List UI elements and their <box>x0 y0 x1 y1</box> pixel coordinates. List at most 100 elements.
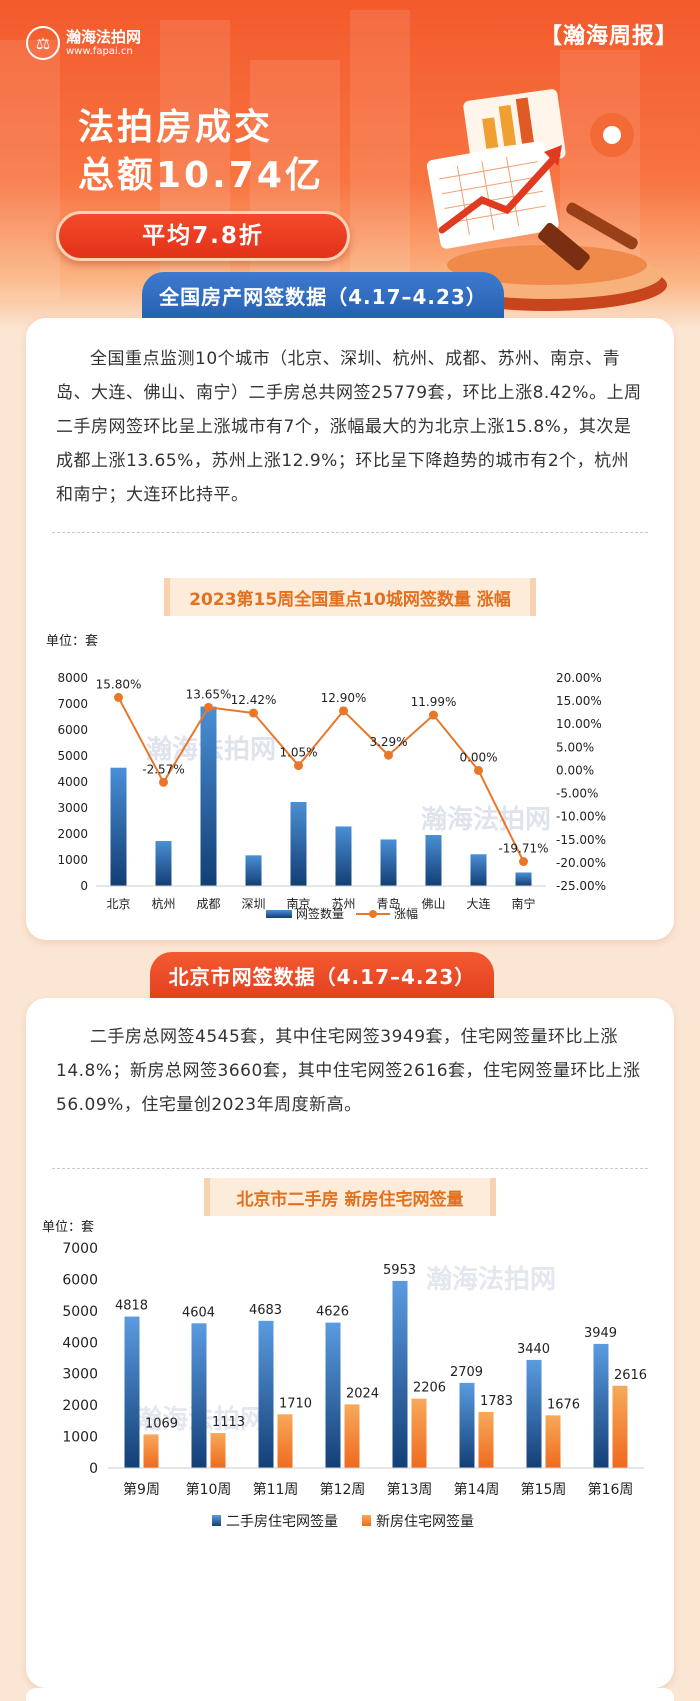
y-tick-label: 2000 <box>57 827 88 841</box>
bar-resale <box>191 1323 207 1468</box>
data-label: 15.80% <box>96 677 142 691</box>
line-point <box>114 692 123 702</box>
national-summary-text: 全国重点监测10个城市（北京、深圳、杭州、成都、苏州、南京、青岛、大连、佛山、南… <box>56 349 642 505</box>
y2-tick-label: 15.00% <box>556 694 602 708</box>
watermark-text: 瀚海法拍网 <box>426 1264 556 1295</box>
y-tick-label: 5000 <box>57 749 88 763</box>
data-label: 4818 <box>115 1299 148 1314</box>
data-label: 4683 <box>249 1303 282 1318</box>
y-tick-label: 5000 <box>62 1304 98 1320</box>
beijing-section-tab[interactable]: 北京市网签数据（4.17–4.23） <box>150 952 494 998</box>
national-chart-unit: 单位：套 <box>46 634 99 649</box>
y2-tick-label: 5.00% <box>556 740 594 754</box>
bar <box>200 706 217 886</box>
data-label: 1783 <box>480 1394 513 1409</box>
bar-new <box>545 1415 561 1468</box>
bar-new <box>411 1398 427 1468</box>
data-label: 3440 <box>517 1342 550 1357</box>
x-tick-label: 第16周 <box>588 1481 634 1498</box>
y-tick-label: 2000 <box>62 1398 98 1414</box>
bar-resale <box>526 1359 542 1468</box>
line-point <box>474 765 483 775</box>
y-tick-label: 1000 <box>57 853 88 867</box>
data-label: 1069 <box>145 1416 178 1431</box>
legend-marker <box>369 910 377 918</box>
bar-resale <box>593 1343 609 1468</box>
data-label: -19.71% <box>498 842 548 856</box>
y-tick-label: 3000 <box>62 1367 98 1383</box>
hero-title-line1: 法拍房成交 <box>78 107 274 148</box>
line-point <box>384 750 393 760</box>
bar-resale <box>258 1320 274 1468</box>
x-tick-label: 第12周 <box>320 1481 366 1498</box>
y-tick-label: 6000 <box>57 723 88 737</box>
hero-title: 法拍房成交 总额10.74亿 <box>78 104 324 200</box>
card-edge <box>26 1688 674 1701</box>
data-label: 1.05% <box>279 746 317 760</box>
auction-chart-illustration <box>426 89 667 311</box>
hero-banner: ⚖ 瀚海法拍网 www.fapai.cn 【瀚海周报】 法拍房成交 总额10.7… <box>0 0 700 330</box>
line-point <box>249 708 258 718</box>
bar-new <box>612 1385 628 1468</box>
beijing-grouped-bar-chart: 瀚海法拍网 瀚海法拍网 0100020003000400050006000700… <box>62 1241 647 1530</box>
watermark-text: 瀚海法拍网 <box>421 804 551 835</box>
legend-swatch <box>212 1515 221 1526</box>
beijing-summary-text: 二手房总网签4545套，其中住宅网签3949套，住宅网签量环比上涨14.8%；新… <box>56 1027 641 1115</box>
beijing-data-card: 二手房总网签4545套，其中住宅网签3949套，住宅网签量环比上涨14.8%；新… <box>26 998 674 1688</box>
line-point <box>159 777 168 787</box>
bar <box>245 855 262 886</box>
line-point <box>204 702 213 712</box>
legend-swatch <box>362 1515 371 1526</box>
legend-label: 涨幅 <box>394 906 418 921</box>
gavel-icon: ⚖ <box>26 26 60 60</box>
y-tick-label: 8000 <box>57 671 88 685</box>
data-label: 2709 <box>450 1365 483 1380</box>
y-tick-label: 4000 <box>62 1335 98 1351</box>
line-point <box>429 710 438 720</box>
data-label: 13.65% <box>186 687 232 701</box>
legend-label: 网签数量 <box>296 906 344 921</box>
y-tick-label: 0 <box>80 879 88 893</box>
bar-new <box>277 1414 293 1468</box>
bar <box>425 835 442 886</box>
x-tick-label: 成都 <box>196 897 220 911</box>
report-tag: 【瀚海周报】 <box>539 24 678 49</box>
y2-tick-label: -25.00% <box>556 879 606 893</box>
x-tick-label: 佛山 <box>421 897 445 911</box>
x-tick-label: 苏州 <box>331 897 355 911</box>
bar-new <box>210 1433 226 1468</box>
data-label: 2024 <box>346 1386 379 1401</box>
series-line <box>117 696 525 862</box>
bar-new <box>344 1404 360 1468</box>
data-label: -2.57% <box>142 762 184 776</box>
x-tick-label: 大连 <box>466 896 490 911</box>
brand-url: www.fapai.cn <box>66 45 133 57</box>
brand-logo[interactable]: ⚖ 瀚海法拍网 www.fapai.cn <box>26 26 141 60</box>
line-point <box>519 857 528 867</box>
data-label: 1676 <box>547 1397 580 1412</box>
national-data-card: 全国重点监测10个城市（北京、深圳、杭州、成都、苏州、南京、青岛、大连、佛山、南… <box>26 318 674 940</box>
hero-title-line2: 总额10.74亿 <box>78 155 324 196</box>
y2-tick-label: 20.00% <box>556 671 602 685</box>
bar-resale <box>325 1322 341 1468</box>
y2-tick-label: -20.00% <box>556 856 606 870</box>
national-chart-title: 2023第15周全国重点10城网签数量 涨幅 <box>164 578 536 616</box>
data-label: 2206 <box>413 1381 446 1396</box>
data-label: 4626 <box>316 1305 349 1320</box>
line-point <box>339 706 348 716</box>
y-tick-label: 1000 <box>62 1430 98 1446</box>
bar <box>470 854 487 886</box>
divider <box>52 532 648 533</box>
x-tick-label: 北京 <box>106 897 130 911</box>
beijing-chart-title: 北京市二手房 新房住宅网签量 <box>204 1178 496 1216</box>
national-section-tab[interactable]: 全国房产网签数据（4.17–4.23） <box>142 272 504 318</box>
y2-tick-label: 0.00% <box>556 763 594 777</box>
y2-tick-label: -15.00% <box>556 833 606 847</box>
x-tick-label: 第14周 <box>454 1481 500 1498</box>
beijing-chart-unit: 单位：套 <box>42 1220 95 1235</box>
y2-tick-label: -5.00% <box>556 787 598 801</box>
y2-tick-label: 10.00% <box>556 717 602 731</box>
data-label: 5953 <box>383 1263 416 1278</box>
y2-tick-label: -10.00% <box>556 810 606 824</box>
bar-new <box>478 1411 494 1468</box>
